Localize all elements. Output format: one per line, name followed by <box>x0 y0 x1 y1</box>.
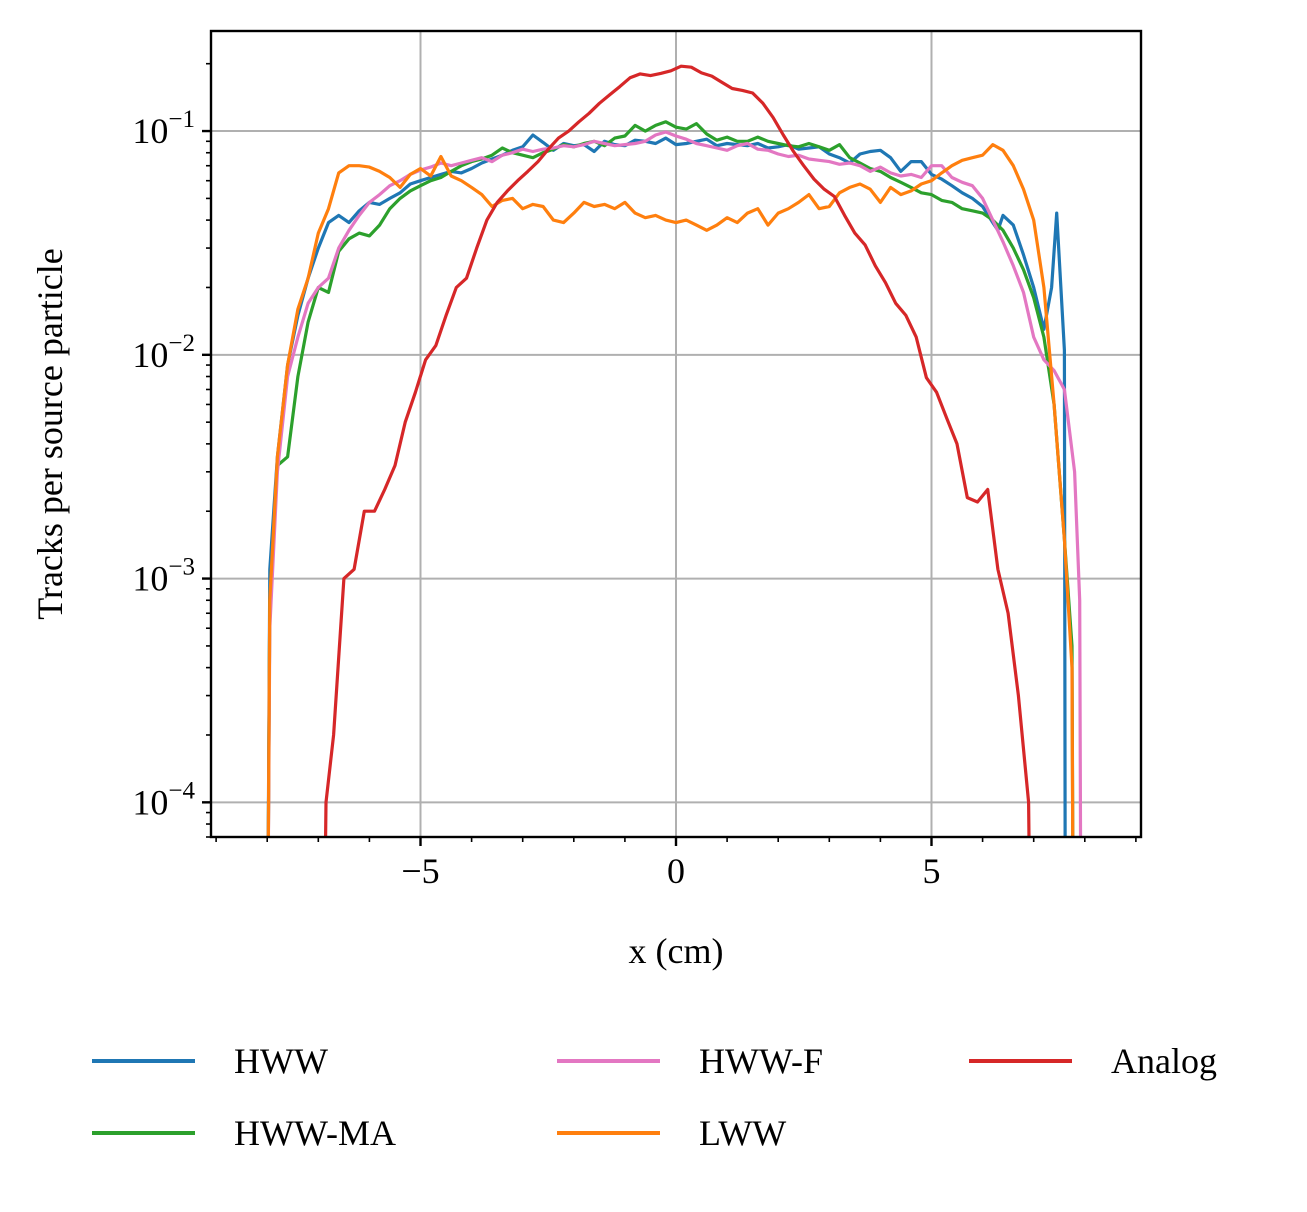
x-axis-ticks: −5 0 5 <box>215 837 1137 891</box>
y-axis-label: Tracks per source particle <box>30 248 70 620</box>
x-tick-label: 5 <box>922 851 940 891</box>
series-line-hww-ma <box>266 120 1075 837</box>
legend-label-analog: Analog <box>1111 1041 1217 1081</box>
x-axis-label: x (cm) <box>629 931 724 971</box>
y-axis-ticks: 10−4 10−3 10−2 10−1 <box>132 62 211 838</box>
y-tick-label: 10−1 <box>132 106 195 151</box>
x-tick-label: −5 <box>401 851 439 891</box>
legend-label-hww: HWW <box>234 1041 328 1081</box>
y-tick-label: 10−4 <box>132 777 195 822</box>
legend-label-lww: LWW <box>699 1113 786 1153</box>
legend-label-hww-f: HWW-F <box>699 1041 823 1081</box>
series-layer <box>266 64 1083 837</box>
y-tick-label: 10−3 <box>132 554 195 599</box>
series-line-lww <box>266 143 1075 837</box>
x-tick-label: 0 <box>667 851 685 891</box>
y-tick-label: 10−2 <box>132 330 195 375</box>
series-line-analog <box>323 64 1031 837</box>
legend: HWW HWW-F Analog HWW-MA LWW <box>92 1041 1217 1153</box>
grid-lines <box>211 31 1141 837</box>
series-line-hww <box>266 133 1067 837</box>
legend-label-hww-ma: HWW-MA <box>234 1113 396 1153</box>
